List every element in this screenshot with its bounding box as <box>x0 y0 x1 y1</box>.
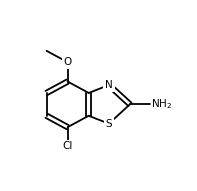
Text: NH$_2$: NH$_2$ <box>151 97 172 111</box>
Text: S: S <box>106 119 112 129</box>
Text: Cl: Cl <box>62 142 73 151</box>
Text: O: O <box>63 57 72 67</box>
Text: N: N <box>105 80 113 90</box>
